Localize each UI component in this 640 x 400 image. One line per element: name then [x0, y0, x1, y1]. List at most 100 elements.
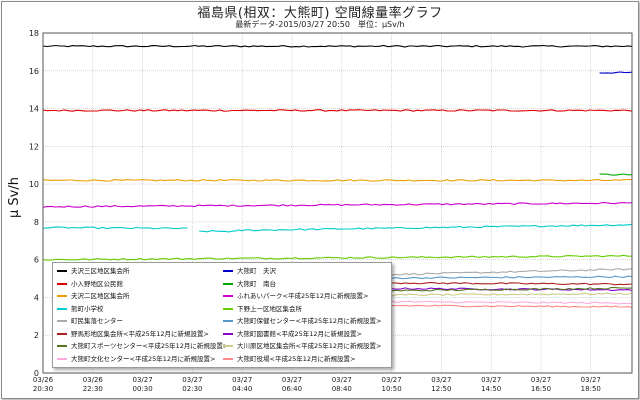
- legend-swatch: [57, 282, 67, 285]
- legend-label: 夫沢三区地区集会所: [71, 267, 130, 275]
- legend-label: 野馬形地区集会所<平成25年12月に新規設置>: [71, 329, 209, 338]
- x-tick-time-label: 08:40: [332, 385, 352, 393]
- series-line: [599, 173, 633, 176]
- legend-label: 小入野地区公民館: [71, 279, 123, 288]
- legend-swatch: [223, 345, 233, 347]
- legend-swatch: [57, 270, 67, 272]
- series-line: [42, 179, 632, 182]
- x-tick-date-label: 03/27: [431, 376, 451, 384]
- x-tick-time-label: 18:50: [581, 385, 601, 393]
- y-tick-label: 0: [34, 369, 39, 378]
- legend-label: 大川原区地区集会所<平成25年12月に新規設置>: [237, 342, 382, 350]
- legend-label: 大熊町スポーツセンター<平成25年12月に新規設置>: [71, 342, 229, 350]
- series-line: [42, 226, 188, 230]
- legend-swatch: [223, 332, 233, 335]
- legend-swatch: [223, 270, 233, 272]
- x-tick-date-label: 03/27: [481, 376, 501, 384]
- legend-item: ふれあいパーク<平成25年12月に新規設置>: [223, 290, 368, 302]
- x-tick-date-label: 03/27: [381, 376, 401, 384]
- legend-label: 大熊町 南台: [237, 279, 276, 288]
- legend-swatch: [57, 332, 67, 335]
- legend-label: ふれあいパーク<平成25年12月に新規設置>: [237, 292, 369, 300]
- legend-item: 大熊町保健センター<平成25年12月に新規設置>: [223, 315, 381, 327]
- legend-swatch: [223, 307, 233, 310]
- tick-label-layer: 02468101214161803/2620:3003/2622:3003/27…: [29, 29, 601, 393]
- legend-label: 熊町小学校: [71, 304, 104, 313]
- legend-item: 下野上一区地区集会所: [223, 303, 302, 315]
- y-tick-label: 8: [34, 218, 39, 227]
- x-tick-date-label: 03/27: [531, 376, 551, 384]
- legend-label: 町民集落センター: [71, 317, 123, 325]
- series-layer: [42, 44, 633, 308]
- legend-swatch: [223, 357, 233, 360]
- legend-item: 熊町小学校: [57, 303, 104, 315]
- x-tick-time-label: 04:40: [232, 385, 252, 393]
- y-tick-label: 6: [34, 256, 39, 265]
- x-tick-time-label: 10:50: [381, 385, 401, 393]
- legend-swatch: [223, 295, 233, 297]
- x-tick-time-label: 16:50: [531, 385, 551, 393]
- legend-item: 夫沢二区地区集会所: [57, 290, 130, 302]
- y-tick-label: 4: [34, 293, 39, 302]
- legend-label: 大熊町 夫沢: [237, 267, 276, 275]
- legend-label: 夫沢二区地区集会所: [71, 292, 130, 300]
- series-line: [237, 223, 633, 232]
- legend-swatch: [57, 320, 67, 322]
- x-tick-time-label: 12:50: [431, 385, 451, 393]
- series-line: [42, 201, 633, 208]
- x-tick-date-label: 03/27: [282, 376, 302, 384]
- y-tick-label: 18: [29, 29, 39, 38]
- chart-title: 福島県(相双：大熊町) 空間線量率グラフ: [197, 6, 443, 21]
- legend-item: 大熊町図書館<平成25年12月に新規設置>: [223, 328, 362, 340]
- x-tick-time-label: 14:50: [481, 385, 501, 393]
- x-tick-date-label: 03/27: [332, 376, 352, 384]
- legend-label: 大熊町文化センター<平成25年12月に新規設置>: [71, 354, 216, 363]
- legend-label: 下野上一区地区集会所: [237, 304, 302, 313]
- legend-swatch: [223, 320, 233, 322]
- legend-item: 大熊町役場<平成25年12月に新規設置>: [223, 353, 355, 365]
- legend-item: 野馬形地区集会所<平成25年12月に新規設置>: [57, 328, 209, 340]
- legend-label: 大熊町図書館<平成25年12月に新規設置>: [237, 329, 362, 338]
- legend-label: 大熊町役場<平成25年12月に新規設置>: [237, 354, 356, 363]
- x-tick-date-label: 03/27: [182, 376, 202, 384]
- y-tick-label: 14: [29, 105, 39, 114]
- legend-item: 大川原区地区集会所<平成25年12月に新規設置>: [223, 340, 381, 352]
- x-tick-time-label: 22:30: [83, 385, 103, 393]
- series-line: [599, 71, 633, 74]
- x-tick-time-label: 06:40: [282, 385, 302, 393]
- legend-swatch: [57, 295, 67, 297]
- grid-layer: [42, 32, 632, 374]
- legend-swatch: [57, 307, 67, 310]
- x-tick-date-label: 03/26: [83, 376, 104, 384]
- x-tick-time-label: 20:30: [33, 385, 53, 393]
- legend-item: 大熊町 南台: [223, 278, 276, 290]
- y-tick-label: 12: [29, 142, 39, 151]
- x-tick-date-label: 03/26: [33, 376, 54, 384]
- y-tick-label: 10: [29, 180, 39, 189]
- legend-label: 大熊町保健センター<平成25年12月に新規設置>: [237, 317, 382, 325]
- y-tick-label: 16: [29, 67, 39, 76]
- x-tick-time-label: 02:30: [182, 385, 202, 393]
- legend-item: 小入野地区公民館: [57, 278, 123, 290]
- legend-item: 夫沢三区地区集会所: [57, 265, 130, 277]
- plot-area-border: [42, 32, 633, 374]
- chart-subtitle: 最新データ-2015/03/27 20:50 単位：μSv/h: [235, 20, 405, 29]
- legend-item: 大熊町文化センター<平成25年12月に新規設置>: [57, 353, 215, 365]
- legend-item: 町民集落センター: [57, 315, 123, 327]
- y-tick-label: 2: [34, 331, 39, 340]
- legend-swatch: [223, 282, 233, 285]
- legend-item: 大熊町スポーツセンター<平成25年12月に新規設置>: [57, 340, 228, 352]
- x-tick-date-label: 03/27: [581, 376, 601, 384]
- series-line: [42, 44, 633, 48]
- x-tick-date-label: 03/27: [232, 376, 252, 384]
- series-line: [42, 109, 633, 112]
- series-line: [199, 230, 238, 233]
- legend-item: 大熊町 夫沢: [223, 265, 276, 277]
- x-tick-date-label: 03/27: [133, 376, 153, 384]
- x-tick-time-label: 00:30: [133, 385, 153, 393]
- legend-swatch: [57, 345, 67, 347]
- chart-legend: 夫沢三区地区集会所 大熊町 夫沢小入野地区公民館 大熊町 南台夫沢二区地区集会所 ふれ…: [52, 262, 392, 368]
- series-line: [42, 254, 632, 261]
- legend-swatch: [57, 357, 67, 360]
